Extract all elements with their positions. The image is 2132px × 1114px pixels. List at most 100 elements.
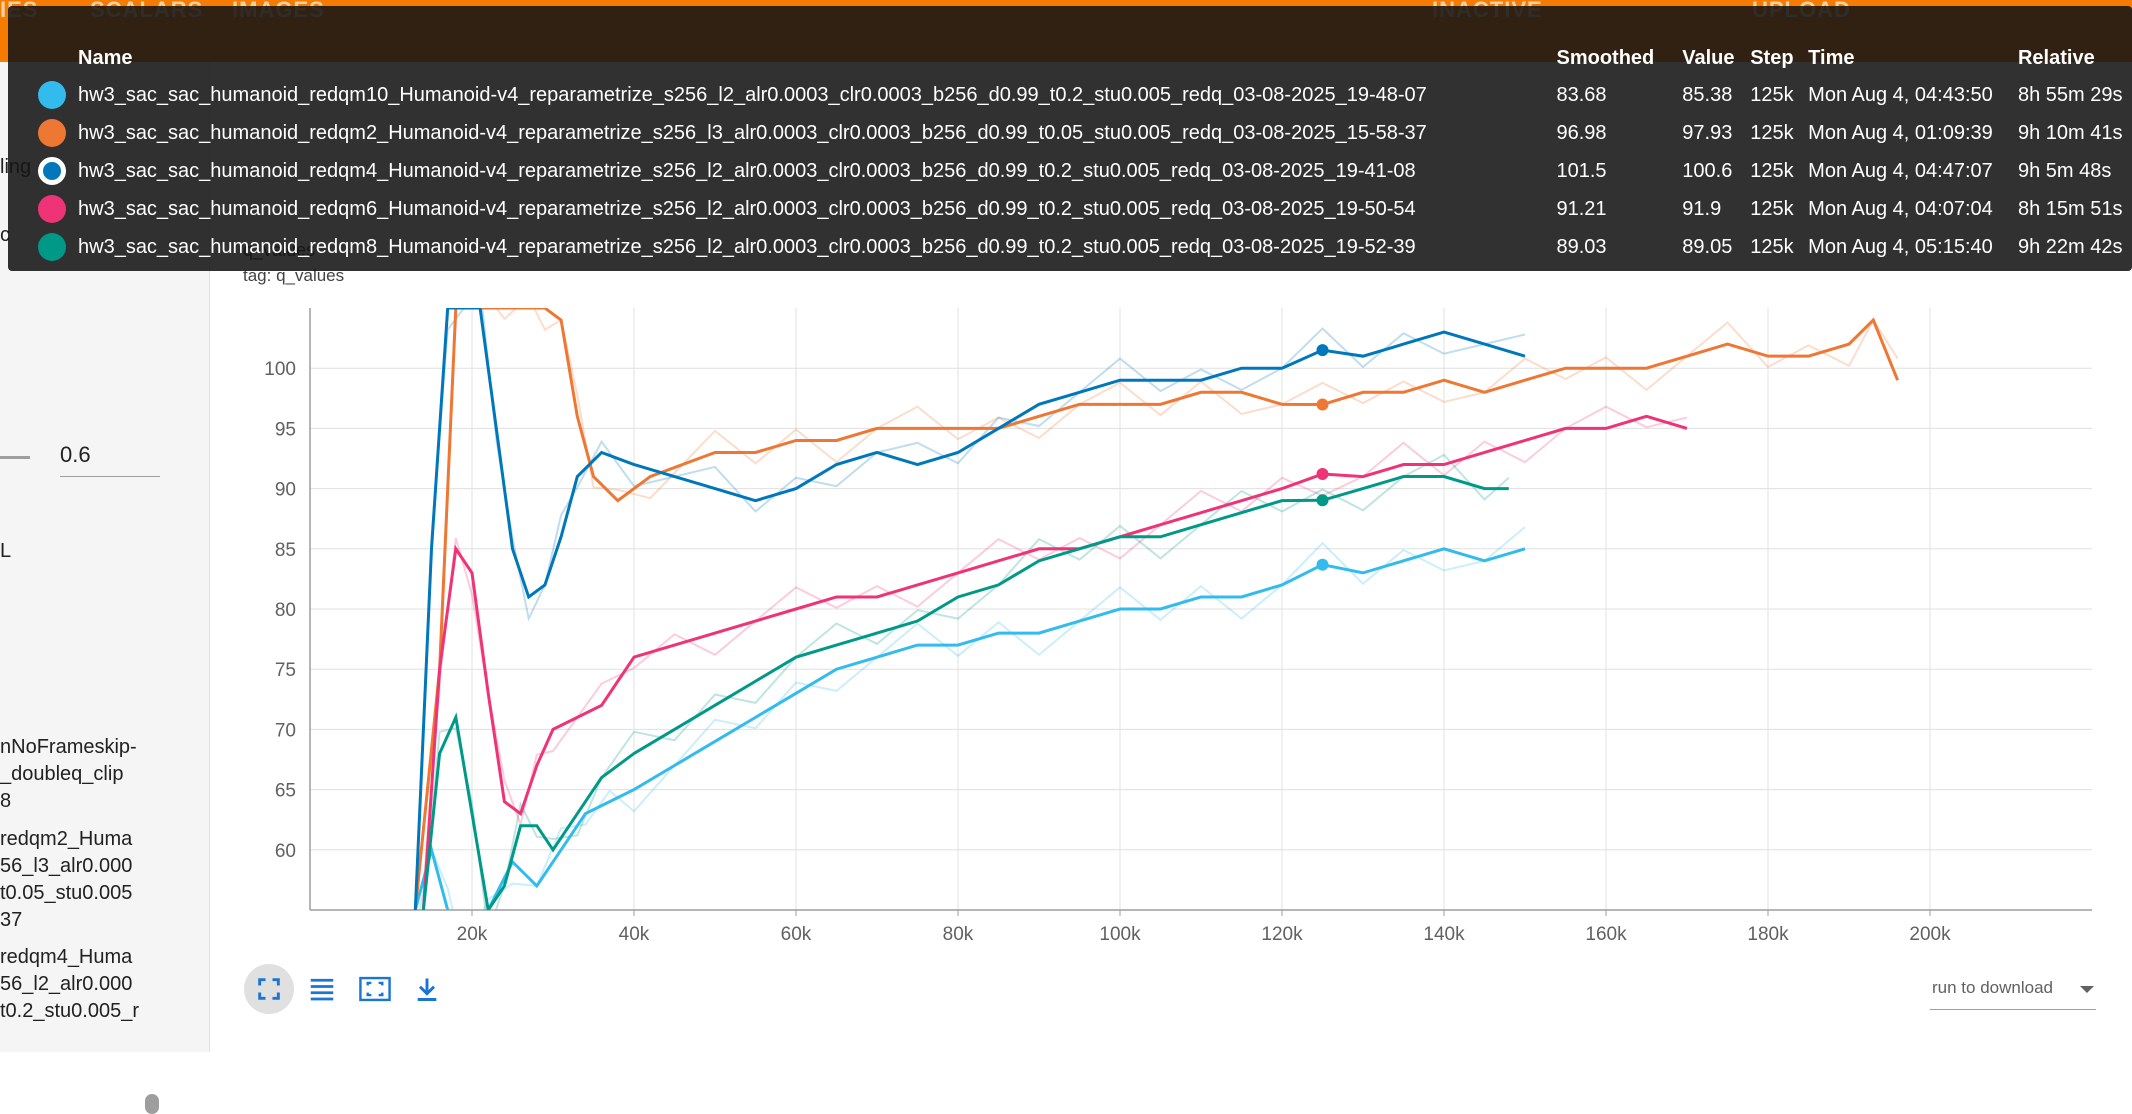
x-tick-label: 200k [1909,924,1951,945]
run-item-3[interactable]: redqm4_Huma 56_l2_alr0.000 t0.2_stu0.005… [0,946,139,1022]
y-tick-label: 100 [264,359,296,380]
tooltip-header-name: Name [78,46,133,69]
y-tick-label: 65 [275,781,296,802]
fullscreen-button[interactable] [244,964,294,1014]
x-tick-label: 60k [781,924,812,945]
tooltip-step-value: 125k [1750,83,1794,106]
y-tick-label: 80 [275,600,296,621]
x-tick-label: 160k [1585,924,1627,945]
tooltip-header-step: Step [1750,46,1794,69]
tooltip-smoothed-value: 91.21 [1556,197,1607,220]
series-line[interactable] [421,475,1509,910]
tooltip-header-time: Time [1808,46,1855,69]
hover-point [1316,344,1329,357]
series-color-swatch [38,81,66,109]
tooltip-raw-value: 85.38 [1682,83,1733,106]
run-to-download-label: run to download [1932,978,2053,997]
y-tick-label: 75 [275,660,296,681]
tooltip-swatch-cell [32,152,72,190]
tooltip-run-name: hw3_sac_sac_humanoid_redqm10_Humanoid-v4… [78,83,1427,106]
smoothing-input[interactable]: 0.6 [60,442,91,467]
tooltip-header-smoothed: Smoothed [1556,46,1655,69]
tooltip-smoothed-value: 83.68 [1556,83,1607,106]
tooltip-raw-value: 89.05 [1682,235,1733,258]
fullscreen-icon [258,978,280,1000]
tooltip-swatch-cell [32,228,72,266]
x-tick-label: 40k [619,924,650,945]
x-tick-label: 180k [1747,924,1789,945]
tooltip-step-value: 125k [1750,197,1794,220]
tooltip-relative-time: 9h 5m 48s [2017,159,2112,182]
tooltip-time-value: Mon Aug 4, 04:07:04 [1808,197,1993,220]
tooltip-step-value: 125k [1750,235,1794,258]
tooltip-raw-value: 100.6 [1682,159,1733,182]
line-chart[interactable]: 60 65 70 75 80 85 90 95 100 20k 40k 60k 80k 100k 120k 1… [240,290,2100,950]
tooltip-raw-value: 97.93 [1682,121,1733,144]
x-tick-label: 100k [1099,924,1141,945]
toggle-log-scale-button[interactable] [297,964,347,1014]
tooltip-swatch-cell [32,114,72,152]
tooltip-swatch-cell [32,76,72,114]
x-tick-label: 80k [943,924,974,945]
tooltip-row: hw3_sac_sac_humanoid_redqm2_Humanoid-v4_… [32,114,2132,152]
chevron-down-icon [2080,986,2094,993]
series-color-swatch [38,119,66,147]
sidebar-fragment-l: L [0,540,12,562]
series-color-swatch [38,233,66,261]
tooltip-row: hw3_sac_sac_humanoid_redqm6_Humanoid-v4_… [32,190,2132,228]
series-line[interactable] [413,308,1526,910]
hover-tooltip: Name Smoothed Value Step Time Relative h… [8,6,2132,271]
hover-point [1316,558,1329,571]
tooltip-step-value: 125k [1750,121,1794,144]
series-raw-line [422,453,1510,910]
download-icon [417,978,437,1001]
tooltip-relative-time: 8h 15m 51s [2017,197,2123,220]
tooltip-run-name: hw3_sac_sac_humanoid_redqm6_Humanoid-v4_… [78,197,1416,220]
run-to-download-select[interactable]: run to download [1930,978,2096,1010]
tooltip-row: hw3_sac_sac_humanoid_redqm10_Humanoid-v4… [32,76,2132,114]
x-tick-label: 20k [457,924,488,945]
smoothing-slider[interactable] [0,456,30,459]
tooltip-header-value: Value [1682,46,1735,69]
tooltip-header-swatch [32,40,72,76]
tooltip-time-value: Mon Aug 4, 04:47:07 [1808,159,1993,182]
fit-domain-button[interactable] [350,964,400,1014]
tooltip-swatch-cell [32,190,72,228]
hover-point [1316,494,1329,507]
tooltip-header-relative: Relative [2017,46,2095,69]
download-button[interactable] [402,964,452,1014]
tooltip-smoothed-value: 101.5 [1556,159,1607,182]
hover-point [1316,468,1329,481]
y-tick-label: 85 [275,540,296,561]
tooltip-run-name: hw3_sac_sac_humanoid_redqm2_Humanoid-v4_… [78,121,1427,144]
tooltip-smoothed-value: 96.98 [1556,121,1607,144]
tooltip-raw-value: 91.9 [1682,197,1722,220]
tooltip-smoothed-value: 89.03 [1556,235,1607,258]
x-tick-label: 140k [1423,924,1465,945]
fit-domain-icon [359,976,391,1002]
tooltip-row: hw3_sac_sac_humanoid_redqm8_Humanoid-v4_… [32,228,2132,266]
run-item-2[interactable]: redqm2_Huma 56_l3_alr0.000 t0.05_stu0.00… [0,828,133,931]
tooltip-body: hw3_sac_sac_humanoid_redqm10_Humanoid-v4… [32,76,2132,266]
series-raw-line [422,405,1688,889]
smoothing-input-underline [60,476,160,477]
series-line[interactable] [413,308,1899,910]
hover-point [1316,398,1329,411]
tooltip-step-value: 125k [1750,159,1794,182]
sidebar-fragment-c: c [0,224,10,246]
series-raw-line [418,526,1526,910]
tooltip-relative-time: 8h 55m 29s [2017,83,2123,106]
tooltip-run-name: hw3_sac_sac_humanoid_redqm4_Humanoid-v4_… [78,159,1416,182]
y-tick-label: 95 [275,419,296,440]
series-line[interactable] [413,547,1526,946]
y-tick-label: 70 [275,720,296,741]
run-item-1[interactable]: nNoFrameskip- _doubleq_clip 8 [0,736,137,812]
series-line[interactable] [421,414,1688,910]
list-icon [310,978,334,1001]
sidebar-scrollbar[interactable] [145,1094,159,1114]
tooltip-row: hw3_sac_sac_humanoid_redqm4_Humanoid-v4_… [32,152,2132,190]
series-color-swatch [38,157,66,185]
series-color-swatch [38,195,66,223]
x-tick-label: 120k [1261,924,1303,945]
tooltip-time-value: Mon Aug 4, 05:15:40 [1808,235,1993,258]
